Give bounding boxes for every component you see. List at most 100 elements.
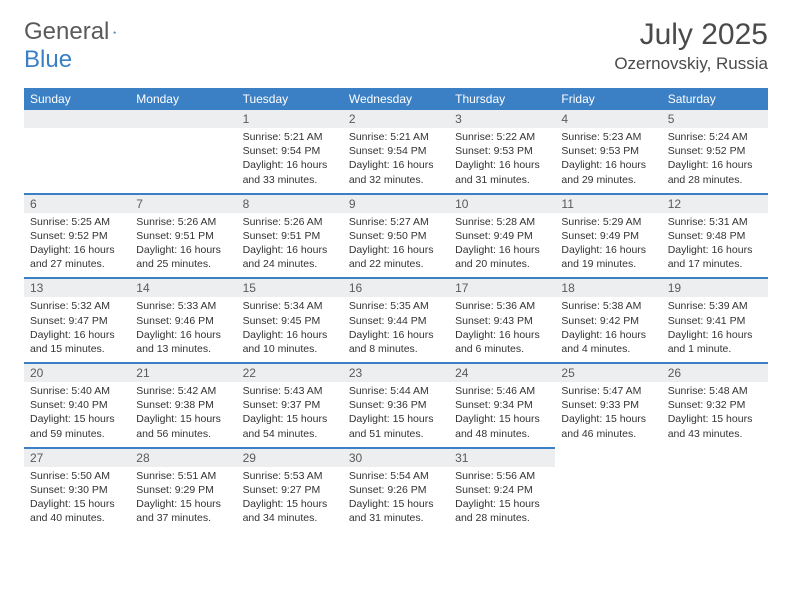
calendar-cell: 6Sunrise: 5:25 AMSunset: 9:52 PMDaylight… (24, 194, 130, 279)
calendar-cell: 27Sunrise: 5:50 AMSunset: 9:30 PMDayligh… (24, 448, 130, 532)
day-number: 18 (555, 279, 661, 297)
logo-blue-wrap: Blue (24, 46, 72, 74)
calendar-cell: 7Sunrise: 5:26 AMSunset: 9:51 PMDaylight… (130, 194, 236, 279)
calendar-cell: 19Sunrise: 5:39 AMSunset: 9:41 PMDayligh… (662, 278, 768, 363)
calendar-cell (24, 110, 130, 194)
day-number: 3 (449, 110, 555, 128)
logo-text-blue: Blue (24, 46, 72, 73)
calendar-cell: 30Sunrise: 5:54 AMSunset: 9:26 PMDayligh… (343, 448, 449, 532)
calendar-cell: 21Sunrise: 5:42 AMSunset: 9:38 PMDayligh… (130, 363, 236, 448)
day-body: Sunrise: 5:56 AMSunset: 9:24 PMDaylight:… (449, 467, 555, 532)
day-body: Sunrise: 5:35 AMSunset: 9:44 PMDaylight:… (343, 297, 449, 362)
weekday-header: Sunday (24, 88, 130, 110)
calendar-cell: 3Sunrise: 5:22 AMSunset: 9:53 PMDaylight… (449, 110, 555, 194)
day-number (130, 110, 236, 128)
calendar-cell (555, 448, 661, 532)
day-body: Sunrise: 5:27 AMSunset: 9:50 PMDaylight:… (343, 213, 449, 278)
calendar-cell: 29Sunrise: 5:53 AMSunset: 9:27 PMDayligh… (237, 448, 343, 532)
calendar-row: 27Sunrise: 5:50 AMSunset: 9:30 PMDayligh… (24, 448, 768, 532)
calendar-cell: 20Sunrise: 5:40 AMSunset: 9:40 PMDayligh… (24, 363, 130, 448)
day-number: 25 (555, 364, 661, 382)
day-number: 15 (237, 279, 343, 297)
day-number: 12 (662, 195, 768, 213)
day-number: 26 (662, 364, 768, 382)
weekday-header: Tuesday (237, 88, 343, 110)
day-number: 13 (24, 279, 130, 297)
day-number: 22 (237, 364, 343, 382)
day-number: 2 (343, 110, 449, 128)
day-number: 23 (343, 364, 449, 382)
day-body: Sunrise: 5:53 AMSunset: 9:27 PMDaylight:… (237, 467, 343, 532)
day-body: Sunrise: 5:47 AMSunset: 9:33 PMDaylight:… (555, 382, 661, 447)
logo-text-general: General (24, 18, 109, 46)
day-body: Sunrise: 5:44 AMSunset: 9:36 PMDaylight:… (343, 382, 449, 447)
day-body: Sunrise: 5:50 AMSunset: 9:30 PMDaylight:… (24, 467, 130, 532)
calendar-table: SundayMondayTuesdayWednesdayThursdayFrid… (24, 88, 768, 531)
day-body: Sunrise: 5:54 AMSunset: 9:26 PMDaylight:… (343, 467, 449, 532)
day-body: Sunrise: 5:43 AMSunset: 9:37 PMDaylight:… (237, 382, 343, 447)
day-body: Sunrise: 5:38 AMSunset: 9:42 PMDaylight:… (555, 297, 661, 362)
calendar-cell: 5Sunrise: 5:24 AMSunset: 9:52 PMDaylight… (662, 110, 768, 194)
day-number: 20 (24, 364, 130, 382)
location: Ozernovskiy, Russia (614, 54, 768, 74)
day-body: Sunrise: 5:25 AMSunset: 9:52 PMDaylight:… (24, 213, 130, 278)
day-number: 14 (130, 279, 236, 297)
day-body: Sunrise: 5:21 AMSunset: 9:54 PMDaylight:… (343, 128, 449, 193)
calendar-cell: 17Sunrise: 5:36 AMSunset: 9:43 PMDayligh… (449, 278, 555, 363)
weekday-header-row: SundayMondayTuesdayWednesdayThursdayFrid… (24, 88, 768, 110)
day-body: Sunrise: 5:31 AMSunset: 9:48 PMDaylight:… (662, 213, 768, 278)
day-body: Sunrise: 5:36 AMSunset: 9:43 PMDaylight:… (449, 297, 555, 362)
day-body: Sunrise: 5:40 AMSunset: 9:40 PMDaylight:… (24, 382, 130, 447)
day-number: 29 (237, 449, 343, 467)
day-body: Sunrise: 5:39 AMSunset: 9:41 PMDaylight:… (662, 297, 768, 362)
calendar-row: 13Sunrise: 5:32 AMSunset: 9:47 PMDayligh… (24, 278, 768, 363)
day-body: Sunrise: 5:34 AMSunset: 9:45 PMDaylight:… (237, 297, 343, 362)
day-number (24, 110, 130, 128)
calendar-cell: 25Sunrise: 5:47 AMSunset: 9:33 PMDayligh… (555, 363, 661, 448)
day-number: 31 (449, 449, 555, 467)
calendar-cell: 10Sunrise: 5:28 AMSunset: 9:49 PMDayligh… (449, 194, 555, 279)
calendar-cell: 4Sunrise: 5:23 AMSunset: 9:53 PMDaylight… (555, 110, 661, 194)
day-number: 21 (130, 364, 236, 382)
day-number: 6 (24, 195, 130, 213)
day-body: Sunrise: 5:33 AMSunset: 9:46 PMDaylight:… (130, 297, 236, 362)
day-number: 16 (343, 279, 449, 297)
calendar-cell: 13Sunrise: 5:32 AMSunset: 9:47 PMDayligh… (24, 278, 130, 363)
calendar-cell: 2Sunrise: 5:21 AMSunset: 9:54 PMDaylight… (343, 110, 449, 194)
calendar-cell (662, 448, 768, 532)
day-number: 19 (662, 279, 768, 297)
calendar-row: 6Sunrise: 5:25 AMSunset: 9:52 PMDaylight… (24, 194, 768, 279)
day-number: 27 (24, 449, 130, 467)
day-number: 8 (237, 195, 343, 213)
logo: General (24, 18, 137, 46)
day-body: Sunrise: 5:46 AMSunset: 9:34 PMDaylight:… (449, 382, 555, 447)
calendar-cell: 14Sunrise: 5:33 AMSunset: 9:46 PMDayligh… (130, 278, 236, 363)
calendar-cell: 28Sunrise: 5:51 AMSunset: 9:29 PMDayligh… (130, 448, 236, 532)
header: General July 2025 Ozernovskiy, Russia (24, 18, 768, 74)
calendar-cell: 11Sunrise: 5:29 AMSunset: 9:49 PMDayligh… (555, 194, 661, 279)
calendar-cell: 22Sunrise: 5:43 AMSunset: 9:37 PMDayligh… (237, 363, 343, 448)
day-number: 1 (237, 110, 343, 128)
day-body: Sunrise: 5:29 AMSunset: 9:49 PMDaylight:… (555, 213, 661, 278)
calendar-cell: 26Sunrise: 5:48 AMSunset: 9:32 PMDayligh… (662, 363, 768, 448)
day-body: Sunrise: 5:26 AMSunset: 9:51 PMDaylight:… (130, 213, 236, 278)
day-number: 30 (343, 449, 449, 467)
calendar-cell: 23Sunrise: 5:44 AMSunset: 9:36 PMDayligh… (343, 363, 449, 448)
calendar-cell (130, 110, 236, 194)
day-number: 28 (130, 449, 236, 467)
day-number: 11 (555, 195, 661, 213)
day-body (24, 128, 130, 184)
day-body (130, 128, 236, 184)
weekday-header: Wednesday (343, 88, 449, 110)
logo-triangle-icon (113, 23, 116, 41)
calendar-cell: 1Sunrise: 5:21 AMSunset: 9:54 PMDaylight… (237, 110, 343, 194)
day-number: 24 (449, 364, 555, 382)
calendar-cell: 24Sunrise: 5:46 AMSunset: 9:34 PMDayligh… (449, 363, 555, 448)
day-number: 9 (343, 195, 449, 213)
calendar-row: 1Sunrise: 5:21 AMSunset: 9:54 PMDaylight… (24, 110, 768, 194)
day-body: Sunrise: 5:28 AMSunset: 9:49 PMDaylight:… (449, 213, 555, 278)
day-body: Sunrise: 5:21 AMSunset: 9:54 PMDaylight:… (237, 128, 343, 193)
day-body: Sunrise: 5:26 AMSunset: 9:51 PMDaylight:… (237, 213, 343, 278)
weekday-header: Monday (130, 88, 236, 110)
day-body: Sunrise: 5:42 AMSunset: 9:38 PMDaylight:… (130, 382, 236, 447)
